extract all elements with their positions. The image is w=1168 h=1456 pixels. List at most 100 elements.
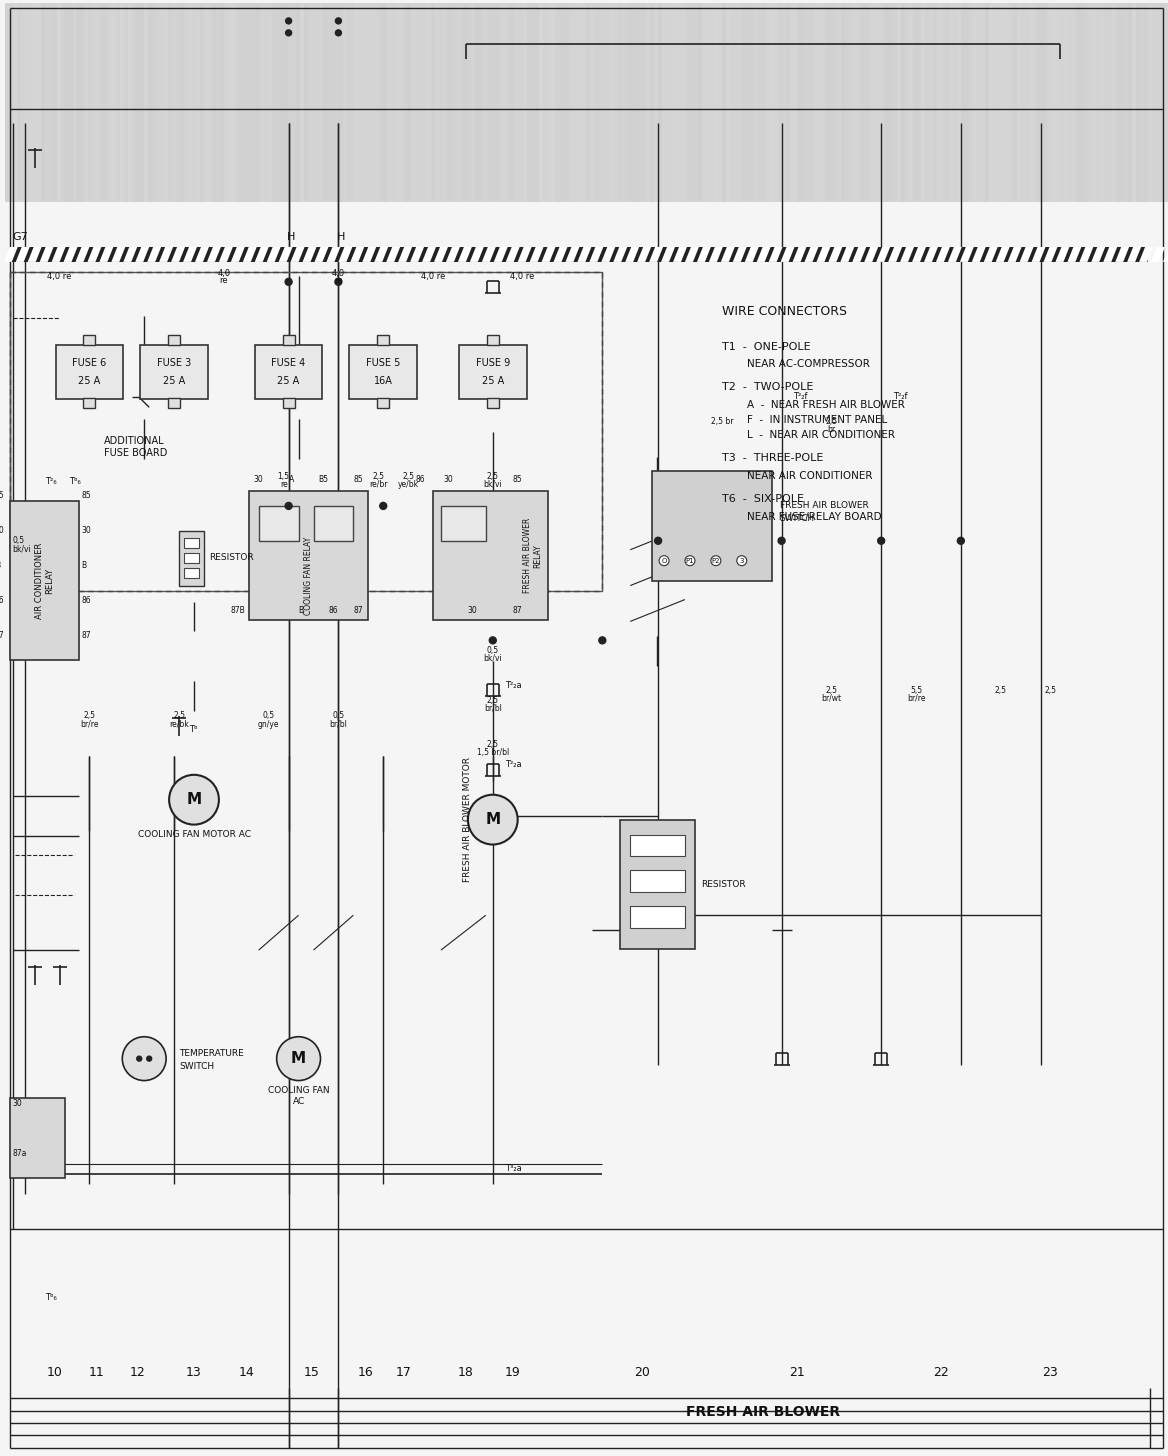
Bar — [837, 3, 841, 202]
Polygon shape — [1091, 248, 1105, 262]
Bar — [758, 3, 762, 202]
Text: 4,0 re: 4,0 re — [420, 272, 445, 281]
Text: re/br: re/br — [369, 479, 388, 489]
Polygon shape — [721, 248, 735, 262]
Bar — [443, 3, 447, 202]
Bar — [933, 3, 937, 202]
Text: 25 A: 25 A — [481, 377, 503, 386]
Text: 2,5: 2,5 — [826, 416, 837, 425]
Text: 4,0 re: 4,0 re — [48, 272, 71, 281]
Bar — [806, 3, 809, 202]
Bar — [631, 834, 684, 856]
Bar — [463, 3, 467, 202]
Polygon shape — [1079, 248, 1093, 262]
Bar — [148, 3, 152, 202]
Text: T³₂a: T³₂a — [505, 1163, 521, 1172]
Bar — [801, 3, 806, 202]
Bar — [1001, 3, 1004, 202]
Bar — [583, 3, 586, 202]
Bar — [128, 3, 132, 202]
Bar — [315, 3, 320, 202]
Polygon shape — [506, 248, 520, 262]
Bar — [948, 3, 953, 202]
Circle shape — [468, 795, 517, 844]
Bar — [104, 3, 109, 202]
Text: 25 A: 25 A — [164, 377, 186, 386]
Text: 30: 30 — [0, 526, 5, 536]
Text: 20: 20 — [634, 1366, 651, 1379]
Circle shape — [285, 278, 292, 285]
Text: 2,5: 2,5 — [83, 711, 96, 719]
Bar — [547, 3, 550, 202]
Polygon shape — [434, 248, 449, 262]
Bar — [694, 3, 698, 202]
Bar — [377, 335, 389, 345]
Circle shape — [659, 556, 669, 566]
Bar — [725, 3, 730, 202]
Bar — [519, 3, 522, 202]
Bar — [482, 3, 487, 202]
Bar — [411, 3, 415, 202]
Bar — [829, 3, 834, 202]
Circle shape — [137, 1056, 141, 1061]
Bar — [1097, 3, 1100, 202]
Text: T²₆: T²₆ — [44, 476, 56, 485]
Text: T²₂f: T²₂f — [894, 392, 908, 400]
Text: 87: 87 — [354, 606, 363, 614]
Bar — [662, 3, 666, 202]
Polygon shape — [255, 248, 269, 262]
Circle shape — [778, 537, 785, 545]
Bar — [989, 3, 993, 202]
Polygon shape — [912, 248, 926, 262]
Polygon shape — [888, 248, 902, 262]
Bar — [1108, 3, 1112, 202]
Bar — [185, 537, 199, 547]
Circle shape — [286, 17, 292, 23]
Polygon shape — [673, 248, 687, 262]
Bar — [249, 491, 368, 620]
Bar — [276, 3, 279, 202]
Bar — [611, 3, 614, 202]
Bar — [220, 3, 224, 202]
Bar — [846, 3, 849, 202]
Bar — [343, 3, 347, 202]
Bar — [606, 3, 611, 202]
Bar — [968, 3, 973, 202]
Bar — [459, 3, 463, 202]
Bar — [76, 3, 81, 202]
Text: 3: 3 — [739, 558, 744, 563]
Bar — [244, 3, 248, 202]
Polygon shape — [76, 248, 90, 262]
Text: G7: G7 — [13, 232, 28, 242]
Text: 30: 30 — [468, 606, 478, 614]
Bar — [388, 3, 391, 202]
Bar — [140, 345, 208, 399]
Text: 86: 86 — [0, 596, 5, 606]
Bar — [1089, 3, 1092, 202]
Text: 85: 85 — [0, 492, 5, 501]
Polygon shape — [470, 248, 484, 262]
Bar — [1013, 3, 1016, 202]
Polygon shape — [924, 248, 938, 262]
Bar — [1124, 3, 1128, 202]
Text: NEAR FUSE/RELAY BOARD: NEAR FUSE/RELAY BOARD — [746, 513, 882, 521]
Polygon shape — [1043, 248, 1057, 262]
Text: 16: 16 — [357, 1366, 373, 1379]
Circle shape — [147, 1056, 152, 1061]
Bar — [507, 3, 510, 202]
Bar — [21, 3, 25, 202]
Bar — [1080, 3, 1084, 202]
Text: RESISTOR: RESISTOR — [209, 553, 253, 562]
Text: T3  -  THREE-POLE: T3 - THREE-POLE — [722, 453, 823, 463]
Bar — [1117, 3, 1120, 202]
Text: FUSE 9: FUSE 9 — [475, 358, 510, 368]
Polygon shape — [757, 248, 771, 262]
Polygon shape — [1008, 248, 1022, 262]
Bar — [813, 3, 818, 202]
Text: 2,5 br: 2,5 br — [710, 416, 734, 425]
Bar — [335, 3, 340, 202]
Bar — [152, 3, 157, 202]
Bar — [419, 3, 423, 202]
Bar — [487, 335, 499, 345]
Circle shape — [654, 537, 661, 545]
